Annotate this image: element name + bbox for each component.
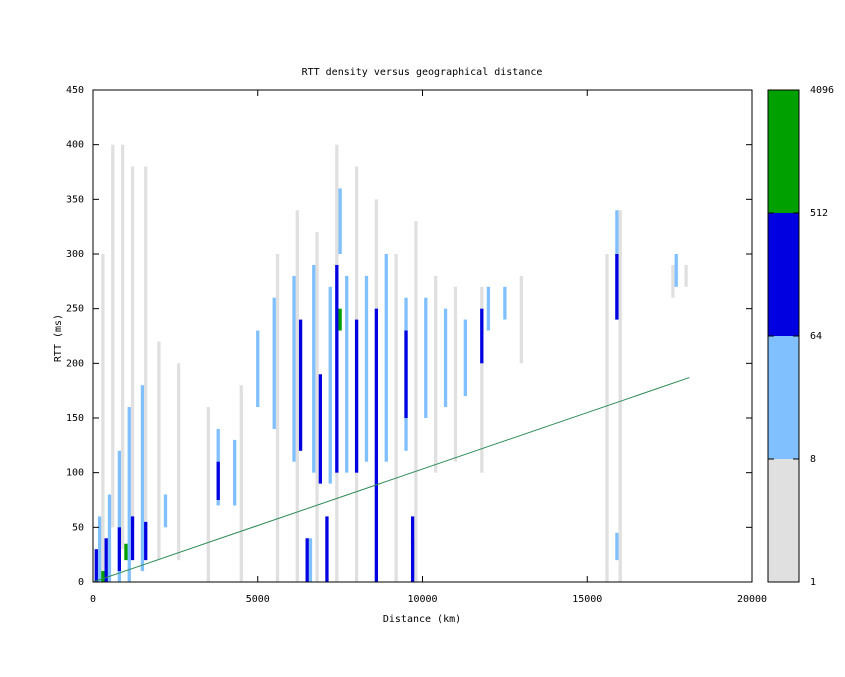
y-tick-label: 0 (78, 577, 84, 588)
density-strip (345, 275, 349, 473)
density-strip (434, 275, 438, 473)
y-tick-label: 300 (66, 249, 84, 260)
density-strip (463, 319, 467, 397)
density-strip (615, 532, 619, 561)
density-strip (374, 308, 379, 582)
density-strip (295, 210, 299, 582)
density-strip (140, 385, 145, 572)
density-strip (233, 439, 237, 506)
y-tick-label: 450 (66, 85, 84, 96)
x-tick-label: 10000 (407, 594, 437, 605)
colorbar-segment (768, 213, 799, 336)
density-strip (117, 450, 122, 582)
density-strip (328, 286, 332, 484)
density-strip (104, 538, 108, 582)
density-strip (239, 385, 243, 582)
x-axis-label: Distance (km) (383, 614, 461, 625)
x-tick-label: 20000 (737, 594, 767, 605)
density-strip (144, 521, 148, 561)
density-strip (130, 166, 135, 528)
density-strip (443, 308, 448, 408)
density-strip (364, 275, 369, 462)
density-strip (130, 516, 135, 561)
density-strip (144, 166, 148, 550)
density-strip (503, 286, 507, 320)
x-tick-label: 0 (90, 594, 96, 605)
density-strip (305, 538, 309, 582)
density-strip (101, 571, 105, 582)
y-tick-label: 350 (66, 194, 84, 205)
y-tick-label: 50 (72, 522, 84, 533)
colorbar-tick-label: 1 (810, 577, 816, 588)
density-strip (97, 516, 102, 582)
density-strip (674, 254, 678, 287)
colorbar-segment (768, 336, 799, 459)
density-strip (453, 286, 458, 462)
density-strip (480, 286, 484, 473)
y-tick-label: 250 (66, 304, 84, 315)
density-strip (177, 363, 181, 561)
density-strip (312, 264, 316, 473)
density-strip (124, 543, 128, 561)
density-strip (384, 254, 388, 462)
density-strip (157, 341, 161, 561)
x-tick-label: 5000 (246, 594, 270, 605)
y-tick-label: 200 (66, 358, 84, 369)
colorbar-tick-label: 64 (810, 331, 822, 342)
density-strip (424, 297, 428, 418)
colorbar-segment (768, 90, 799, 213)
density-strip (318, 374, 323, 484)
density-strip (111, 144, 115, 528)
density-strip (292, 275, 296, 462)
density-strip (117, 527, 122, 572)
y-axis-label: RTT (ms) (53, 314, 64, 362)
density-strip (308, 538, 313, 582)
density-strip (325, 516, 329, 582)
density-strip (216, 461, 220, 500)
density-strip (605, 254, 609, 582)
density-strip (684, 264, 688, 287)
density-strip (354, 319, 359, 473)
density-strip (127, 407, 131, 582)
colorbar-tick-label: 4096 (810, 85, 834, 96)
density-strip (404, 330, 408, 418)
density-strip (272, 297, 276, 429)
y-tick-label: 150 (66, 413, 84, 424)
density-strip (121, 144, 125, 550)
density-strip (256, 330, 260, 408)
density-strip (338, 308, 342, 331)
density-strip (107, 494, 112, 582)
colorbar-tick-label: 512 (810, 208, 828, 219)
density-strip (298, 319, 303, 451)
density-strip (206, 407, 210, 582)
density-strip (163, 494, 168, 528)
density-strip (519, 275, 523, 364)
chart-title: RTT density versus geographical distance (302, 67, 543, 78)
density-strip (618, 210, 622, 582)
density-strip (338, 188, 342, 254)
y-tick-label: 100 (66, 468, 84, 479)
x-tick-label: 15000 (572, 594, 602, 605)
density-strip (335, 264, 339, 473)
density-strip (101, 254, 105, 582)
density-strip (275, 254, 280, 582)
density-strip (394, 254, 398, 582)
density-strip (315, 232, 319, 582)
density-strip (480, 308, 484, 364)
density-strip (615, 254, 619, 320)
reference-line (92, 377, 690, 583)
y-tick-label: 400 (66, 140, 84, 151)
colorbar-segment (768, 459, 799, 582)
colorbar-tick-label: 8 (810, 454, 816, 465)
density-strip (671, 264, 675, 298)
density-strip (486, 286, 491, 331)
density-strip (410, 516, 415, 582)
density-strip (94, 549, 98, 582)
density-strip (414, 221, 418, 582)
